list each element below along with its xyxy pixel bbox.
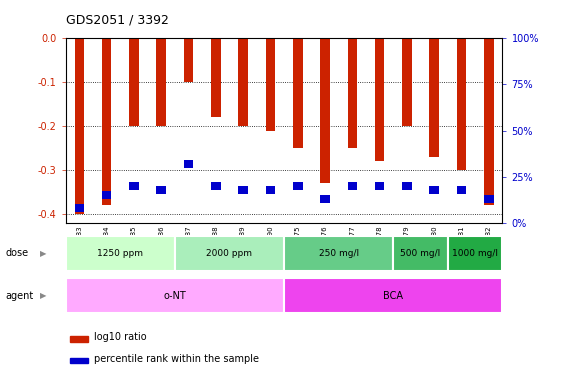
Bar xyxy=(266,186,275,194)
Bar xyxy=(102,191,111,199)
Bar xyxy=(457,38,467,170)
Bar xyxy=(211,38,220,118)
Bar xyxy=(70,358,87,364)
Bar xyxy=(375,38,384,161)
Bar xyxy=(75,204,84,212)
Text: ▶: ▶ xyxy=(39,291,46,300)
Bar xyxy=(66,236,175,271)
Bar xyxy=(484,195,493,203)
Bar xyxy=(75,38,84,214)
Text: agent: agent xyxy=(6,291,34,301)
Bar xyxy=(66,278,284,313)
Text: ▶: ▶ xyxy=(39,249,46,258)
Bar xyxy=(129,38,139,126)
Text: 2000 ppm: 2000 ppm xyxy=(207,249,252,258)
Bar xyxy=(484,38,493,205)
Text: percentile rank within the sample: percentile rank within the sample xyxy=(94,354,259,364)
Bar xyxy=(293,38,303,148)
Bar xyxy=(156,38,166,126)
Bar xyxy=(429,38,439,157)
Bar xyxy=(348,182,357,190)
Bar xyxy=(102,38,111,205)
Bar xyxy=(211,182,220,190)
Bar xyxy=(284,278,502,313)
Bar xyxy=(320,195,330,203)
Bar xyxy=(184,160,194,168)
Bar xyxy=(402,182,412,190)
Text: 1000 mg/l: 1000 mg/l xyxy=(452,249,498,258)
Bar xyxy=(184,38,194,82)
Bar xyxy=(457,186,467,194)
Text: GDS2051 / 3392: GDS2051 / 3392 xyxy=(66,14,168,27)
Bar xyxy=(448,236,502,271)
Text: 1250 ppm: 1250 ppm xyxy=(97,249,143,258)
Bar xyxy=(175,236,284,271)
Bar xyxy=(393,236,448,271)
Bar xyxy=(129,182,139,190)
Bar xyxy=(266,38,275,131)
Text: o-NT: o-NT xyxy=(163,291,186,301)
Bar xyxy=(238,38,248,126)
Bar xyxy=(320,38,330,183)
Bar xyxy=(284,236,393,271)
Bar xyxy=(70,336,87,341)
Bar xyxy=(375,182,384,190)
Bar xyxy=(238,186,248,194)
Bar xyxy=(348,38,357,148)
Text: log10 ratio: log10 ratio xyxy=(94,331,147,341)
Bar xyxy=(156,186,166,194)
Bar xyxy=(293,182,303,190)
Bar xyxy=(402,38,412,126)
Text: 250 mg/l: 250 mg/l xyxy=(319,249,359,258)
Text: 500 mg/l: 500 mg/l xyxy=(400,249,441,258)
Text: dose: dose xyxy=(6,248,29,258)
Bar xyxy=(429,186,439,194)
Text: BCA: BCA xyxy=(383,291,403,301)
